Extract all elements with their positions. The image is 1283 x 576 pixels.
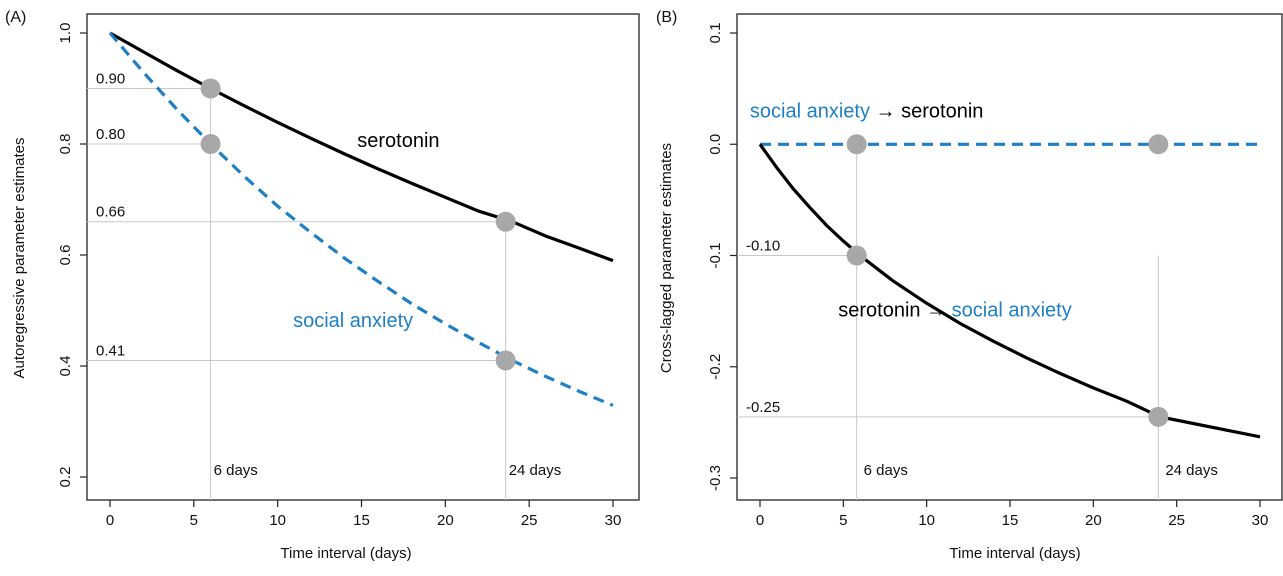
series-label-part: social anxiety [952,300,1072,322]
y-tick-label: 0.2 [57,467,74,488]
day-label: 24 days [509,462,562,479]
data-point-marker [200,78,221,99]
value-label: 0.66 [96,204,125,221]
x-axis-title: Time interval (days) [949,545,1080,562]
panel-b-cross-lagged: (B) 0 5 10 15 20 25 30 -0.3 -0.2 -0.1 0.0 0.1 Time in… [656,9,1283,562]
y-tick-label: 1.0 [57,23,74,44]
x-tick-label: 5 [190,512,198,529]
y-tick-label: 0.1 [707,23,724,44]
y-tick-label: 0.8 [57,134,74,155]
x-tick-label: 10 [269,512,286,529]
series-label-part: serotonin [901,101,983,123]
data-point-marker [495,350,516,371]
day-label: 24 days [1165,462,1218,479]
day-label: 6 days [214,462,258,479]
x-tick-label: 0 [106,512,114,529]
data-point-marker [846,245,867,266]
series-line-serotonin [109,31,614,263]
x-tick-label: 25 [521,512,538,529]
x-tick-label: 20 [1085,512,1102,529]
series-label-part: serotonin [838,300,920,322]
x-tick-label: 0 [756,512,764,529]
y-tick-label: 0.0 [707,134,724,155]
y-axis-title: Cross-lagged parameter estimates [658,143,675,373]
day-label: 6 days [864,462,908,479]
series-label: serotonin → social anxiety [838,300,1071,322]
y-tick-label: -0.2 [707,354,724,380]
value-label: -0.25 [746,399,780,416]
y-axis-title: Autoregressive parameter estimates [11,138,28,379]
x-tick-label: 30 [605,512,622,529]
series-label-part: → [870,101,901,123]
x-tick-label: 15 [1002,512,1019,529]
series-line-social-anxiety [108,31,614,407]
y-tick-label: 0.6 [57,245,74,266]
x-axis-title: Time interval (days) [280,545,411,562]
value-label: 0.90 [96,71,125,88]
data-point-marker [200,134,221,154]
series-label: social anxiety [293,310,413,332]
panel-label: (B) [656,9,677,26]
data-point-marker [1148,134,1169,155]
value-label: -0.10 [746,238,780,255]
x-tick-label: 25 [1168,512,1185,529]
y-tick-label: 0.4 [57,356,74,377]
series-label: serotonin [357,130,439,152]
y-tick-label: -0.3 [707,465,724,491]
panel-a-autoregressive: (A) 0 5 10 15 20 25 30 0.2 0.4 0.6 0.8 1.0 Time inter… [5,9,640,562]
x-tick-label: 15 [353,512,370,529]
series-label-part: social anxiety [750,101,870,123]
panel-label: (A) [5,9,26,26]
x-tick-label: 10 [918,512,935,529]
value-label: 0.41 [96,342,125,359]
series-line-serotonin [758,143,1261,439]
y-tick-label: -0.1 [707,243,724,269]
x-tick-label: 20 [437,512,454,529]
x-tick-label: 30 [1252,512,1269,529]
data-point-marker [1148,406,1169,427]
x-tick-label: 5 [839,512,847,529]
data-point-marker [495,211,516,232]
plot-frame [736,13,1283,501]
value-label: 0.80 [96,126,125,143]
series-label-part: → [921,300,952,322]
plot-frame [86,13,640,501]
series-label: social anxiety → serotonin [750,101,983,123]
data-point-marker [846,134,867,155]
